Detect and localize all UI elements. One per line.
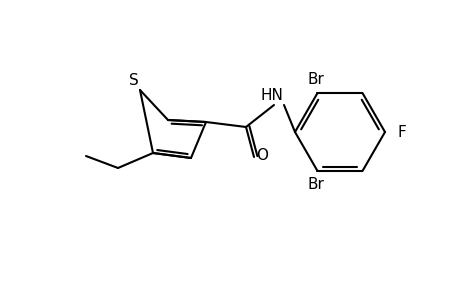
- Text: S: S: [129, 73, 139, 88]
- Text: O: O: [256, 148, 268, 163]
- Text: HN: HN: [260, 88, 283, 103]
- Text: F: F: [397, 124, 405, 140]
- Text: Br: Br: [307, 71, 323, 86]
- Text: Br: Br: [307, 178, 323, 193]
